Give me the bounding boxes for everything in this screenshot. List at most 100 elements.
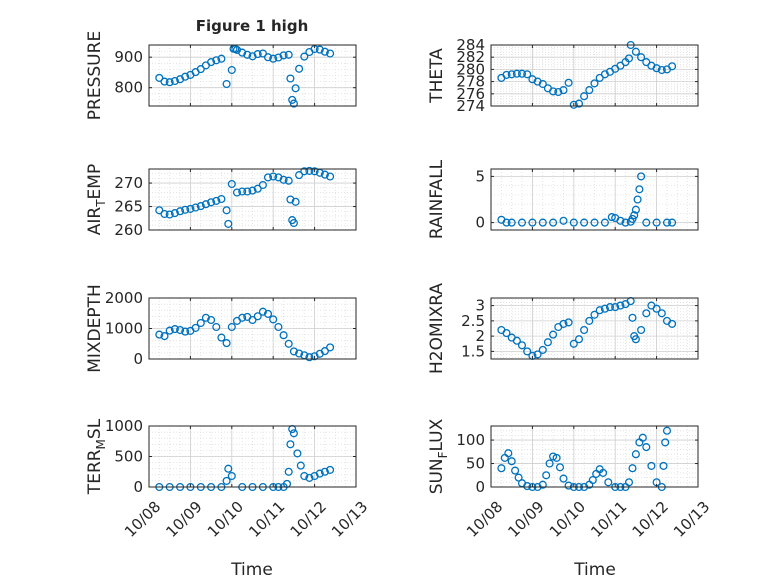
data-point (253, 184, 262, 193)
data-point (258, 49, 267, 58)
y-tick-label: 900 (114, 48, 143, 66)
y-tick-label: 260 (114, 221, 143, 239)
y-axis-label-rest: SL (85, 418, 105, 439)
data-point (590, 310, 599, 319)
x-axis-label-left: Time (230, 560, 273, 580)
data-point (647, 461, 656, 470)
data-point (549, 87, 558, 96)
data-point (657, 309, 666, 318)
data-point (616, 301, 625, 310)
data-point (170, 325, 179, 334)
data-point (611, 303, 620, 312)
data-point (258, 307, 267, 316)
y-tick-label: 0 (133, 350, 143, 368)
data-point (559, 319, 568, 328)
data-point (538, 79, 547, 89)
data-point (507, 218, 516, 227)
data-point (263, 309, 273, 318)
data-point (224, 219, 233, 228)
data-point (497, 464, 506, 473)
data-point (155, 330, 164, 339)
data-point (284, 339, 293, 348)
data-point (222, 79, 231, 89)
y-axis-label-rest: EMP (85, 164, 105, 200)
data-point (607, 213, 616, 222)
data-point (286, 74, 295, 83)
data-point (155, 73, 164, 82)
y-axis-label: SUNFLUX (427, 418, 450, 494)
data-point (659, 461, 668, 470)
data-point (631, 205, 640, 214)
y-axis-label-subscript: T (94, 199, 108, 208)
figure-title: Figure 1 high (196, 17, 309, 35)
data-point (595, 306, 604, 315)
data-point (585, 316, 594, 325)
data-point (523, 482, 532, 491)
axes-box (490, 297, 699, 360)
data-point (523, 347, 532, 356)
data-point (279, 175, 288, 184)
y-axis-label-main: AIR (85, 207, 105, 236)
data-point (291, 197, 300, 206)
data-point (624, 478, 634, 487)
data-point (300, 167, 309, 176)
data-point (279, 331, 288, 340)
data-point (293, 449, 302, 458)
y-axis-label: RAINFALL (427, 159, 447, 239)
data-point (624, 54, 634, 63)
data-point (569, 100, 578, 109)
y-tick-label: 0 (133, 478, 143, 496)
data-point (232, 188, 242, 197)
data-point (288, 95, 297, 104)
y-tick-label: 282 (456, 48, 485, 66)
data-point (580, 325, 589, 335)
data-point (284, 50, 293, 59)
data-point (588, 475, 597, 485)
data-point (165, 78, 174, 87)
data-point (559, 474, 568, 483)
data-point (564, 318, 573, 327)
y-axis-label-main: TERR (85, 449, 105, 495)
data-point (633, 195, 642, 204)
data-point (543, 338, 552, 347)
data-point (628, 313, 637, 322)
data-point (296, 461, 305, 470)
y-axis-label-rest: LUX (427, 418, 447, 451)
data-point (504, 449, 513, 458)
data-point (552, 453, 561, 462)
data-point (600, 304, 609, 313)
y-axis-label-subscript: F (436, 451, 450, 458)
data-point (564, 481, 573, 490)
data-point (289, 99, 298, 108)
data-point (176, 207, 185, 216)
y-axis-label-subscript: M (94, 439, 108, 449)
data-point (181, 327, 190, 336)
data-point (181, 72, 190, 81)
y-axis-label: THETA (427, 48, 447, 104)
y-tick-label: 2000 (105, 289, 143, 307)
panel-air_temp: 260 265 270 AIRTEMP (85, 164, 357, 239)
data-point (191, 203, 200, 212)
data-point (642, 309, 651, 318)
y-tick-label: 1000 (105, 417, 143, 435)
y-axis-label: PRESSURE (85, 31, 105, 120)
data-point (517, 69, 527, 78)
data-point (222, 339, 231, 348)
data-point (585, 86, 594, 95)
data-point (564, 78, 573, 87)
data-point (227, 322, 236, 332)
data-point (559, 216, 568, 225)
data-point (616, 216, 625, 225)
y-axis-label: AIRTEMP (85, 164, 108, 235)
data-point (222, 476, 231, 485)
data-point (320, 347, 329, 356)
data-point (253, 50, 262, 59)
data-point (305, 473, 314, 482)
data-point (642, 218, 651, 227)
data-point (574, 335, 584, 344)
data-point (637, 53, 646, 62)
data-point (668, 218, 677, 227)
y-tick-label: 0 (475, 214, 485, 232)
y-tick-label: 270 (114, 174, 143, 192)
